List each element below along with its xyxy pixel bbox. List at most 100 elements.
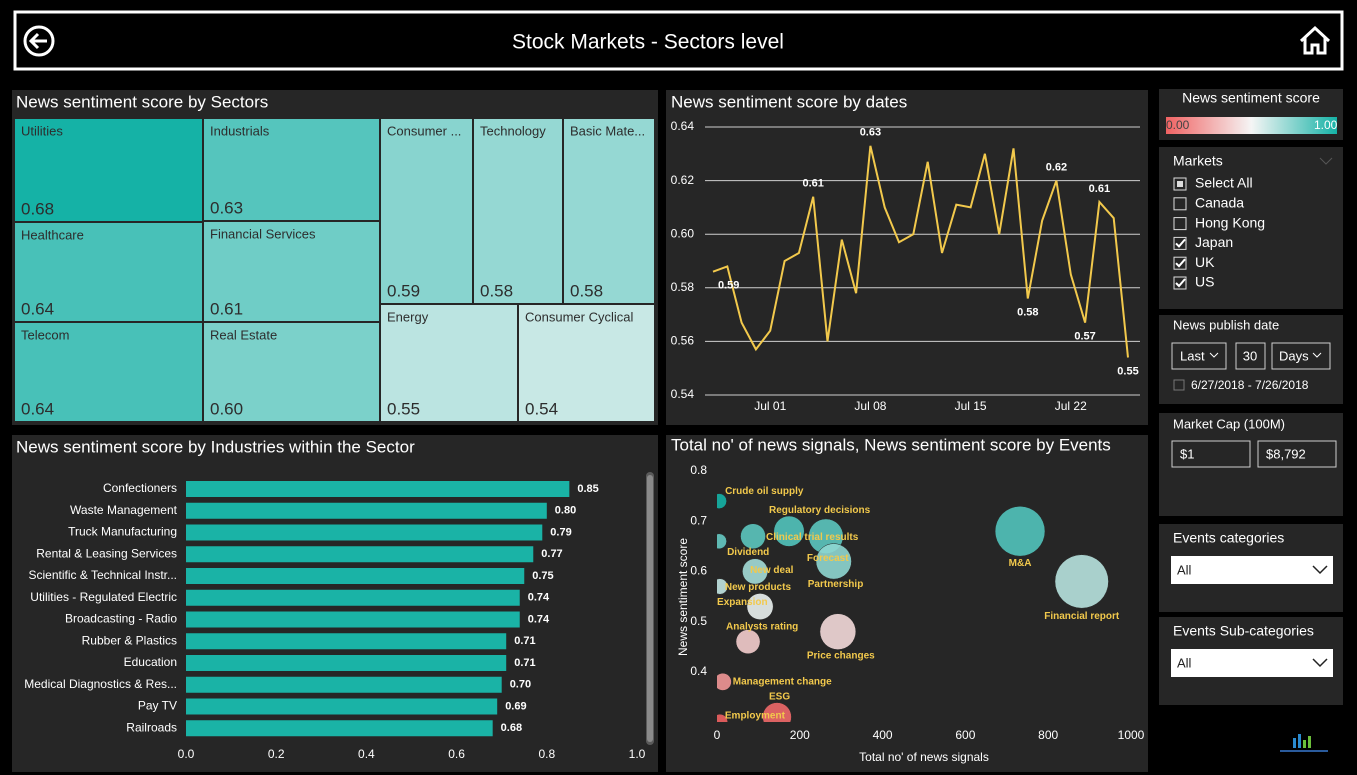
legend-min: 0.00 [1166,118,1190,132]
checkbox-label: Select All [1195,175,1253,191]
bubble [773,515,805,547]
panel-title: News sentiment score by Industries withi… [16,437,415,456]
input[interactable] [1171,440,1251,468]
bar [186,546,534,563]
cell-value: 0.63 [210,198,243,217]
dropdown[interactable] [1171,556,1333,584]
bar-category: Rubber & Plastics [82,633,177,647]
header [13,10,1344,71]
bar [186,720,493,737]
chevron [1209,352,1219,358]
cell-value: 0.58 [570,281,603,300]
x-tick-label: 1000 [1118,728,1145,742]
bubble-label: Expansion [717,597,768,608]
bubble-label: Partnership [808,579,864,590]
checkmark [1175,278,1186,288]
bar-category: Utilities - Regulated Electric [30,590,177,604]
bar-category: Rental & Leasing Services [36,546,177,560]
dropdown[interactable] [1271,342,1331,370]
bar-category: Pay TV [138,699,177,713]
bubble [742,558,769,585]
input[interactable] [1235,342,1266,370]
bubble-label: Dividend [727,547,769,558]
chevron [1319,157,1333,165]
bar-category: Waste Management [70,503,178,517]
checkbox-label: US [1195,274,1214,290]
cell-value: 0.68 [21,199,54,218]
cell-label: Basic Mate... [570,123,645,138]
x-tick-label: 0.4 [358,747,375,761]
bubble [819,613,857,650]
chevron [1312,352,1322,358]
input-value: 30 [1243,348,1257,363]
dropdown[interactable] [1171,342,1227,370]
checkbox[interactable] [1173,276,1187,290]
treemap-cell [15,323,202,421]
data-label: 0.69 [505,700,526,712]
panel [1159,315,1343,404]
bubble [735,629,761,654]
bubble [740,523,766,550]
filter-title: Events categories [1173,530,1284,546]
filter-title: Market Cap (100M) [1173,416,1285,431]
bubble-label: Regulatory decisions [769,505,871,516]
cell-value: 0.64 [21,299,54,318]
color-scale [1166,117,1337,134]
y-tick-label: 0.54 [671,387,695,401]
data-label: 0.61 [1089,183,1110,195]
checkbox[interactable] [1173,177,1187,191]
bubble [717,493,727,509]
home-button[interactable] [1299,25,1331,55]
bar [186,698,498,715]
treemap-cell [519,305,654,421]
checkbox-label: Hong Kong [1195,214,1265,230]
treemap-cell [204,323,379,421]
x-tick-label: 1.0 [629,747,646,761]
cell-value: 0.60 [210,399,243,418]
x-tick-label: 0.0 [178,747,195,761]
cell-label: Technology [480,123,546,138]
dropdown-value: Days [1279,348,1309,363]
scrollbar-thumb[interactable] [647,475,653,742]
panel [1159,147,1343,309]
bar-category: Scientific & Technical Instr... [28,568,177,582]
cell-label: Telecom [21,327,69,342]
cell-value: 0.61 [210,299,243,318]
back-button[interactable] [23,25,55,57]
bar [186,481,570,497]
cell-label: Financial Services [210,226,316,241]
cell-label: Real Estate [210,327,277,342]
checkbox[interactable] [1173,256,1187,270]
checkbox[interactable] [1173,236,1187,250]
bubble-label: Crude oil supply [725,486,804,497]
x-tick-label: 0.2 [268,747,285,761]
bar [186,589,520,606]
data-label: 0.79 [550,526,571,538]
y-tick-label: 0.6 [690,564,707,578]
input[interactable] [1257,440,1337,468]
dropdown[interactable] [1171,649,1333,677]
x-tick-label: 400 [873,728,893,742]
data-label: 0.58 [1017,306,1038,318]
data-label: 0.61 [802,178,823,190]
bubble [717,578,728,595]
x-tick-label: Jul 01 [754,399,786,413]
bubble [1054,554,1109,609]
data-label: 0.63 [860,127,881,139]
data-label: 0.71 [514,635,535,647]
legend-max: 1.00 [1314,118,1338,132]
treemap-cell [564,119,654,303]
panel [1159,413,1343,516]
data-label: 0.85 [577,483,598,495]
checkbox[interactable] [1173,197,1187,211]
data-label: 0.71 [514,657,535,669]
y-tick-label: 0.8 [690,463,707,477]
cell-label: Healthcare [21,227,84,242]
data-label: 0.62 [1046,162,1067,174]
data-label: 0.74 [528,592,550,604]
bubble-label: M&A [1009,558,1032,569]
cell-label: Consumer Cyclical [525,309,633,324]
bubble-label: Forecast [807,553,849,564]
checkbox[interactable] [1173,217,1187,231]
